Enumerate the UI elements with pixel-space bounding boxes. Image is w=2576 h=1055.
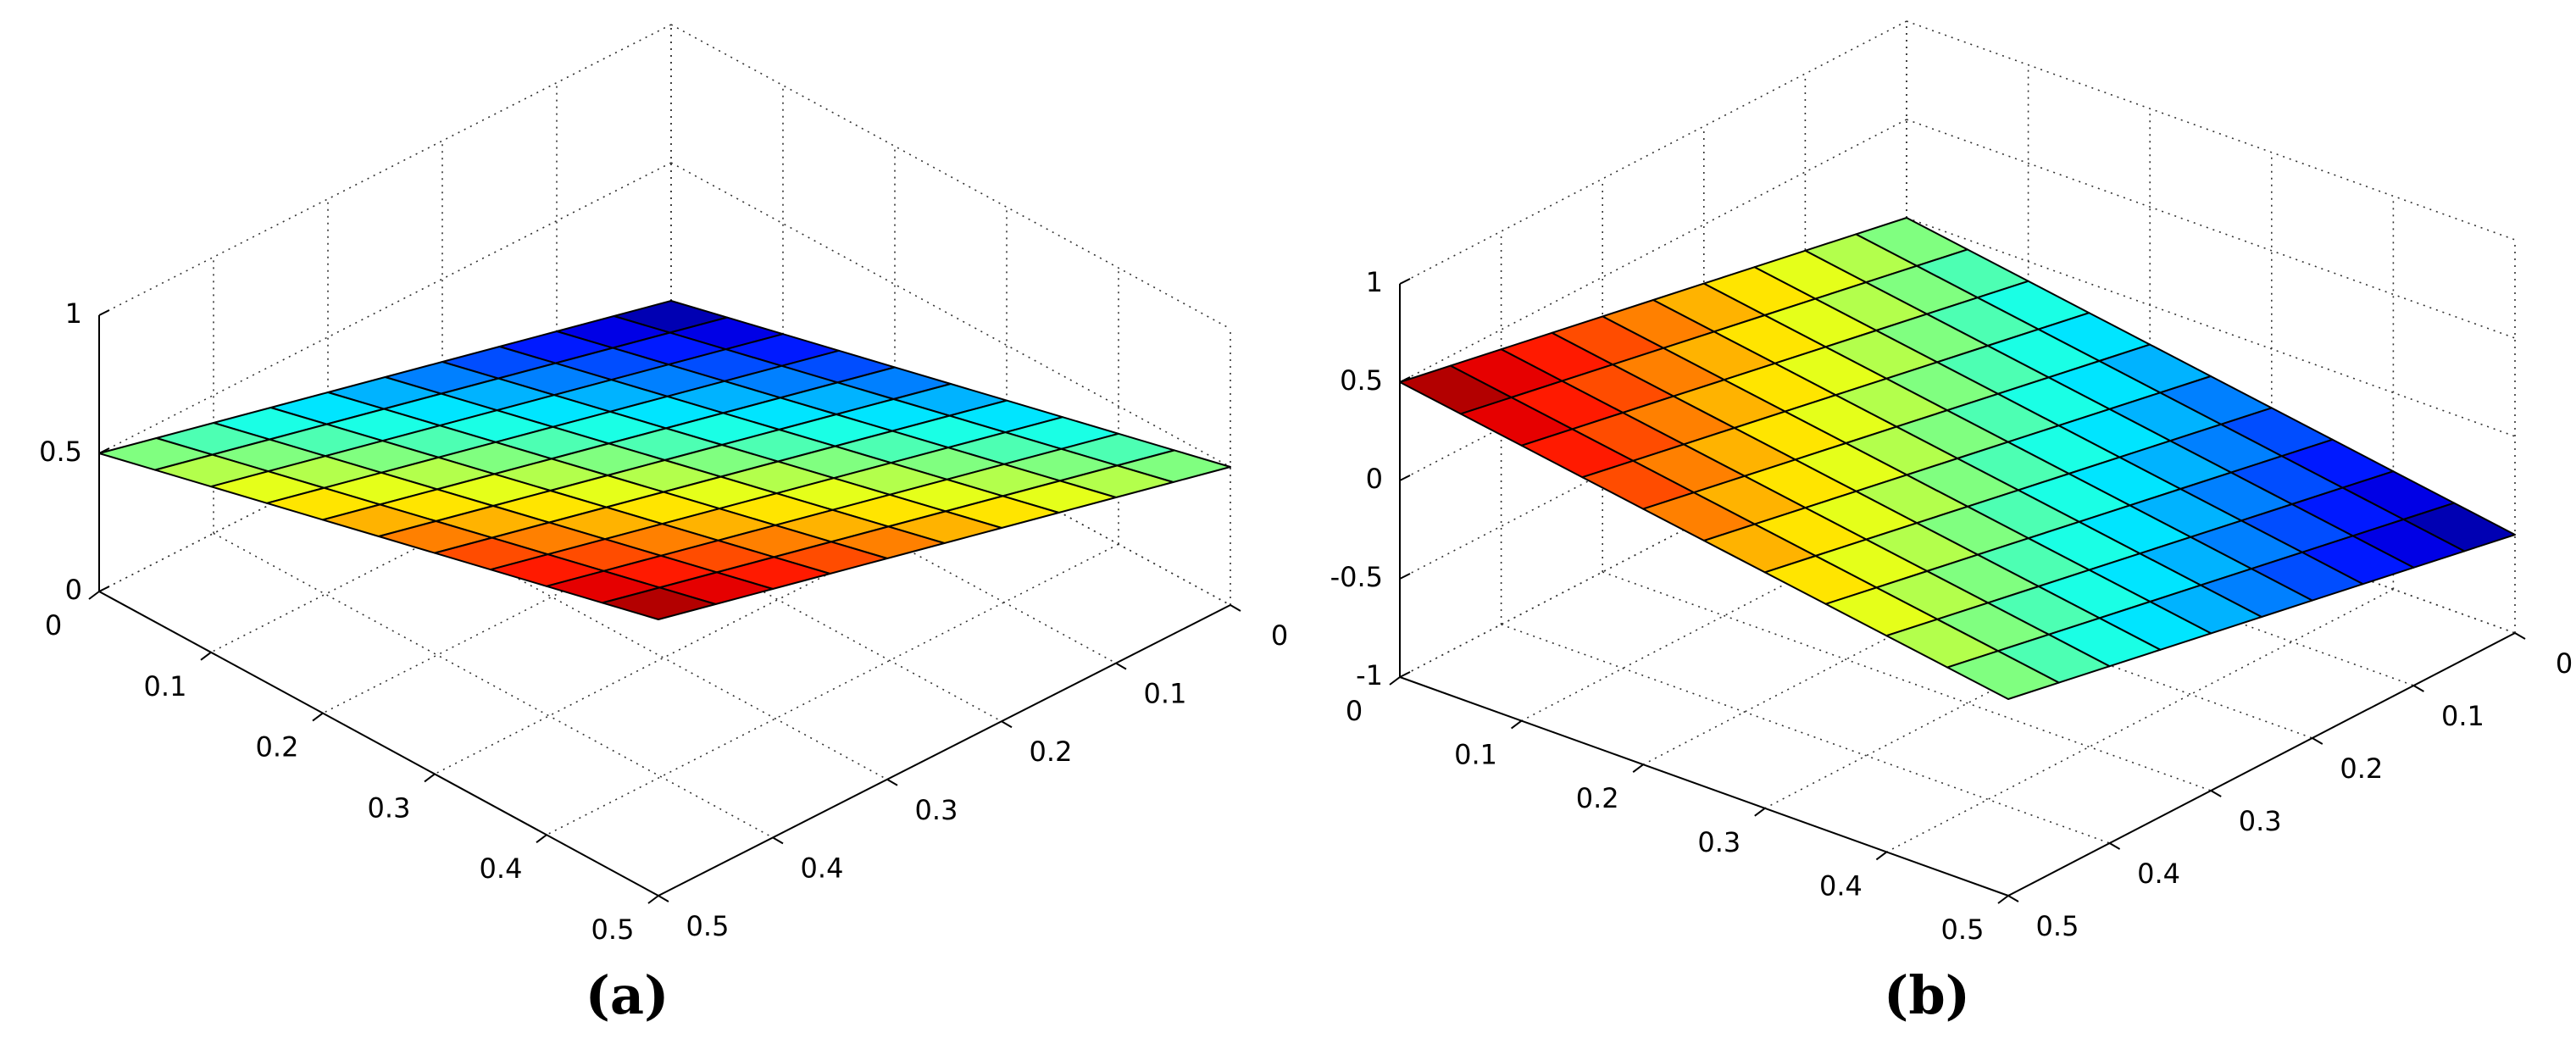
y-tick-label: 0.2 xyxy=(2340,752,2383,785)
x-tick-label: 0.5 xyxy=(1941,913,1985,946)
z-tick-label: 0 xyxy=(65,574,82,606)
y-tick-label: 0 xyxy=(2556,647,2573,680)
x-tick-label: 0.2 xyxy=(256,731,299,763)
z-tick-label: 1 xyxy=(65,297,82,330)
chart-title: (a) xyxy=(586,964,669,1026)
tick-mark xyxy=(1399,475,1411,481)
tick-mark xyxy=(2514,632,2526,640)
axis-line xyxy=(658,604,1231,897)
y-tick-label: 0.1 xyxy=(1144,678,1187,710)
x-tick-label: 0.4 xyxy=(480,852,523,885)
tick-mark xyxy=(2412,685,2424,692)
tick-mark xyxy=(1510,719,1523,730)
z-tick-label: -0.5 xyxy=(1330,561,1383,593)
x-tick-label: 0.5 xyxy=(591,913,635,946)
chart-title: (b) xyxy=(1884,964,1970,1026)
tick-mark xyxy=(1230,604,1241,612)
tick-mark xyxy=(658,895,669,902)
axis-line xyxy=(2007,632,2516,897)
tick-mark xyxy=(2007,895,2019,902)
grid-line xyxy=(1886,588,2394,853)
tick-mark xyxy=(1399,278,1411,285)
x-tick-label: 0.1 xyxy=(144,670,187,702)
z-tick-label: -1 xyxy=(1356,659,1383,691)
y-tick-label: 0.5 xyxy=(2036,910,2079,942)
tick-mark xyxy=(886,778,898,786)
y-tick-label: 0.4 xyxy=(2137,858,2180,890)
tick-mark xyxy=(88,591,100,600)
tick-mark xyxy=(1632,763,1644,774)
grid-line xyxy=(1399,20,1907,285)
tick-mark xyxy=(1115,662,1127,670)
tick-mark xyxy=(1754,807,1766,817)
axis-line xyxy=(1399,676,2009,897)
tick-mark xyxy=(200,651,212,661)
tick-mark xyxy=(1399,573,1411,580)
y-tick-label: 0.1 xyxy=(2441,700,2484,732)
y-tick-label: 0.2 xyxy=(1030,736,1073,768)
x-tick-label: 0 xyxy=(45,609,62,641)
grid-line xyxy=(670,24,1231,330)
tick-mark xyxy=(2312,737,2323,745)
x-tick-label: 0.1 xyxy=(1454,739,1497,771)
tick-mark xyxy=(2210,790,2222,797)
tick-mark xyxy=(312,712,324,722)
tick-mark xyxy=(98,586,110,592)
tick-mark xyxy=(1399,671,1411,678)
x-tick-label: 0.3 xyxy=(1697,826,1740,858)
x-tick-label: 0.3 xyxy=(368,791,411,824)
surface-chart: 0 0.1 0.2 0.3 0.4 0.5 0 0.1 0.2 0.3 0.4 0.5 0 0.5 1 (a) xyxy=(39,24,1288,1026)
tick-mark xyxy=(647,895,659,904)
tick-mark xyxy=(424,773,436,783)
z-tick-label: 0.5 xyxy=(39,436,82,468)
tick-mark xyxy=(1389,676,1401,686)
tick-mark xyxy=(1001,720,1013,729)
y-tick-label: 0.4 xyxy=(801,852,844,884)
x-tick-label: 0.4 xyxy=(1819,869,1863,902)
tick-mark xyxy=(772,836,784,845)
surface-patch xyxy=(1946,650,2060,700)
axis-line xyxy=(98,591,659,897)
grid-line xyxy=(1399,119,1907,383)
tick-mark xyxy=(1997,895,2009,904)
tick-mark xyxy=(98,309,110,316)
tick-mark xyxy=(2109,842,2121,850)
grid-line xyxy=(1906,20,2516,241)
x-tick-label: 0.2 xyxy=(1576,782,1619,814)
tick-mark xyxy=(536,834,547,844)
y-tick-label: 0 xyxy=(1271,619,1288,652)
surface-patch xyxy=(602,586,717,620)
y-tick-label: 0.3 xyxy=(2239,805,2282,837)
y-tick-label: 0.3 xyxy=(915,794,958,826)
surface-chart: 0 0.1 0.2 0.3 0.4 0.5 0 0.1 0.2 0.3 0.4 0.5 -1 -0.5 0 0… xyxy=(1330,20,2573,1026)
x-tick-label: 0 xyxy=(1346,695,1363,727)
y-tick-label: 0.5 xyxy=(686,910,730,942)
z-tick-label: 0.5 xyxy=(1340,364,1383,397)
z-tick-label: 0 xyxy=(1366,463,1383,495)
z-tick-label: 1 xyxy=(1366,266,1383,298)
tick-mark xyxy=(1875,851,1887,861)
grid-line xyxy=(98,24,672,316)
